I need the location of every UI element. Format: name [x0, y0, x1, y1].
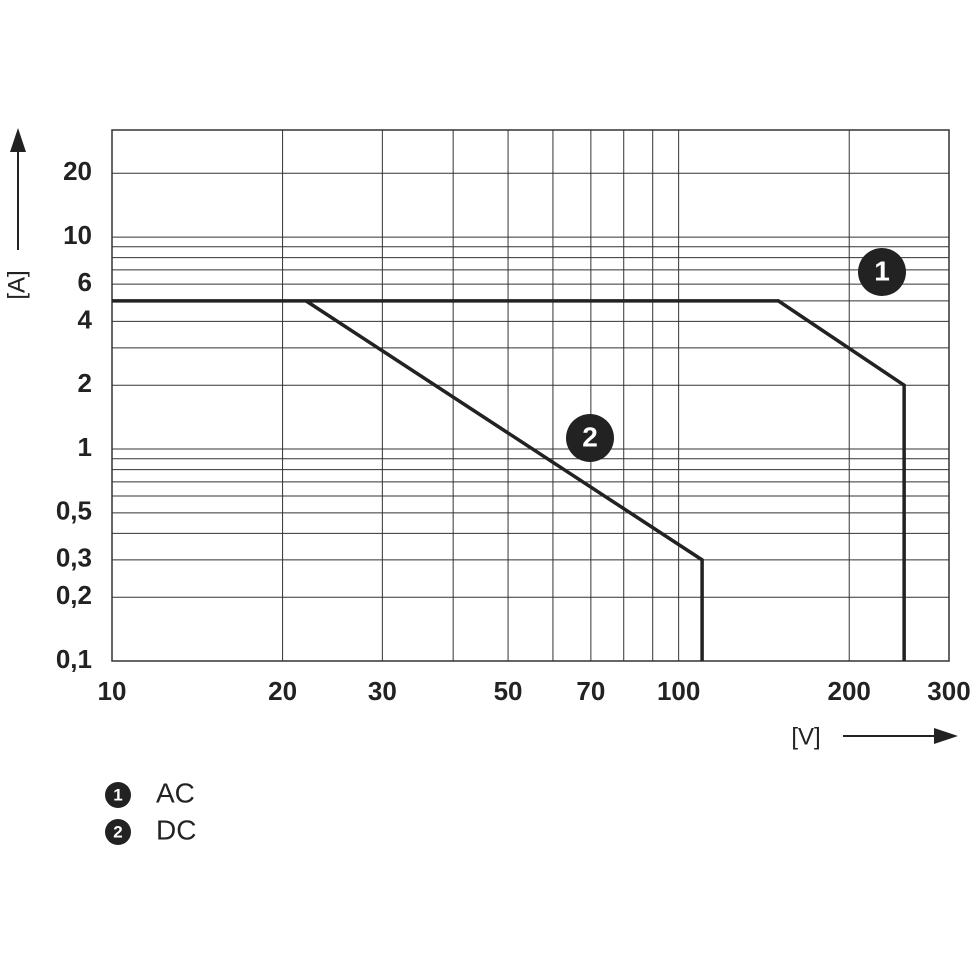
series-line	[305, 299, 704, 661]
x-tick-label: 70	[576, 676, 605, 706]
x-axis-arrowhead	[934, 728, 958, 744]
x-tick-label: 300	[927, 676, 970, 706]
y-tick-label: 20	[63, 156, 92, 186]
x-tick-label: 10	[98, 676, 127, 706]
y-axis-label: [A]	[3, 270, 30, 299]
x-tick-label: 30	[368, 676, 397, 706]
y-tick-label: 0,1	[56, 644, 92, 674]
x-axis-label: [V]	[791, 723, 820, 750]
legend-label: DC	[156, 814, 196, 845]
legend-marker-text: 1	[113, 785, 122, 804]
x-tick-label: 50	[494, 676, 523, 706]
y-axis-arrowhead	[10, 128, 26, 152]
y-tick-label: 6	[78, 267, 92, 297]
y-tick-label: 4	[78, 304, 93, 334]
legend-marker-text: 2	[113, 822, 122, 841]
y-tick-label: 0,3	[56, 543, 92, 573]
series-badge-text: 2	[582, 421, 598, 452]
y-tick-label: 1	[78, 432, 92, 462]
legend-label: AC	[156, 777, 195, 808]
legend-marker	[105, 782, 131, 808]
y-tick-label: 0,2	[56, 580, 92, 610]
series-badge	[858, 248, 906, 296]
y-tick-label: 2	[78, 368, 92, 398]
x-tick-label: 20	[268, 676, 297, 706]
x-tick-label: 100	[657, 676, 700, 706]
series-line	[112, 299, 906, 661]
y-tick-label: 0,5	[56, 496, 92, 526]
legend-marker	[105, 819, 131, 845]
x-tick-label: 200	[828, 676, 871, 706]
series-badge-text: 1	[874, 255, 890, 286]
y-tick-label: 10	[63, 220, 92, 250]
series-badge	[566, 414, 614, 462]
plot-frame	[111, 129, 950, 662]
